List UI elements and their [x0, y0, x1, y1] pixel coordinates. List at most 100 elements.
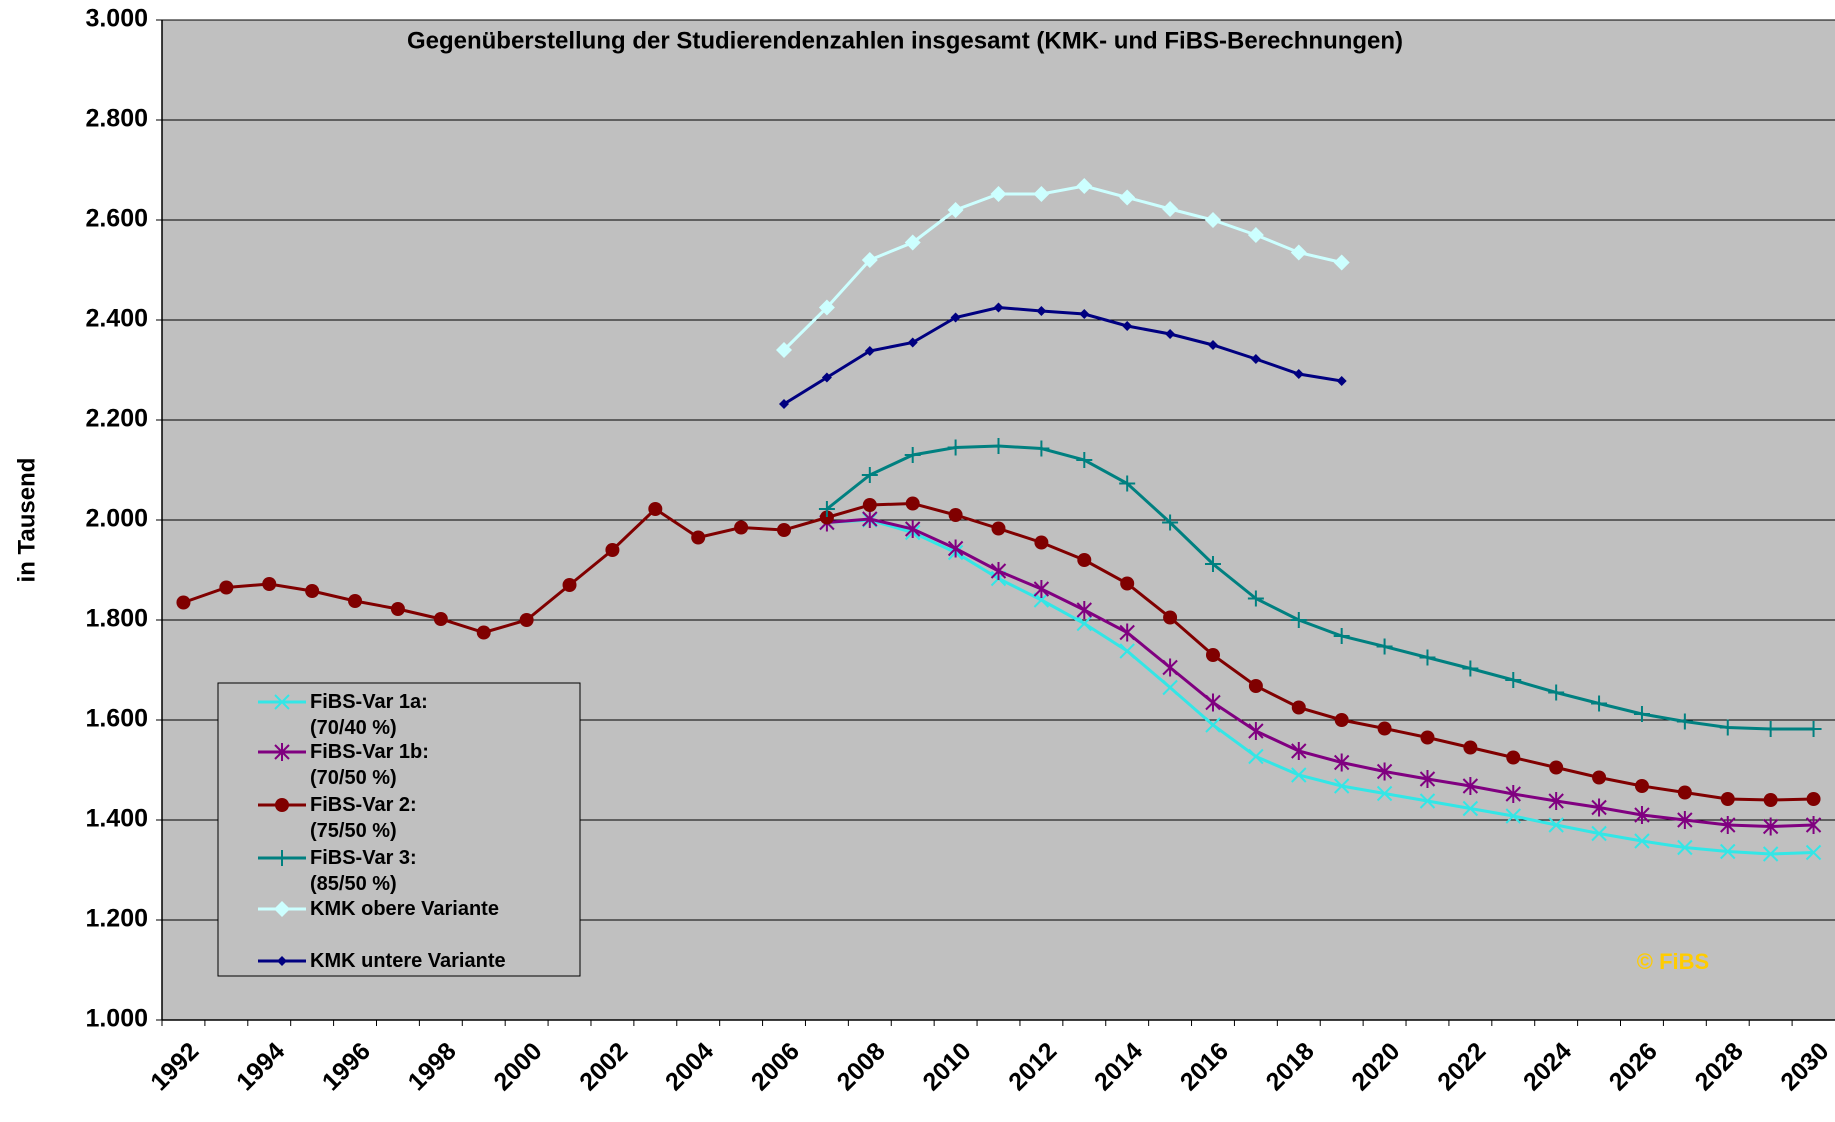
x-tick-label: 2000	[488, 1037, 547, 1096]
marker	[1076, 601, 1092, 619]
marker	[1336, 376, 1347, 386]
marker	[779, 399, 790, 409]
marker	[1033, 440, 1050, 457]
marker	[1165, 329, 1176, 339]
marker	[734, 520, 749, 535]
series-line	[782, 184, 1343, 352]
marker	[1163, 610, 1178, 625]
marker	[1333, 628, 1350, 644]
marker	[274, 743, 290, 761]
marker	[305, 584, 320, 598]
marker	[904, 234, 921, 251]
marker	[1505, 672, 1522, 688]
marker	[274, 850, 290, 866]
marker	[907, 337, 918, 348]
x-tick-label: 2028	[1690, 1037, 1749, 1096]
marker	[990, 438, 1007, 454]
marker	[691, 530, 706, 545]
x-tick-label: 2008	[832, 1037, 891, 1096]
x-tick-label: 2012	[1003, 1037, 1062, 1096]
x-tick-label: 1996	[317, 1037, 376, 1096]
marker	[1677, 811, 1693, 829]
y-tick-label: 2.200	[85, 405, 148, 433]
marker	[1076, 178, 1093, 194]
marker	[1333, 778, 1350, 794]
marker	[1290, 612, 1307, 628]
marker	[818, 299, 835, 316]
marker	[1762, 817, 1779, 836]
x-tick-label: 2002	[574, 1037, 633, 1096]
marker	[861, 252, 878, 268]
marker	[219, 580, 234, 595]
marker	[1291, 767, 1307, 783]
marker	[562, 578, 577, 592]
marker	[1634, 779, 1649, 793]
legend-label: FiBS-Var 2: (75/50 %)	[310, 794, 417, 842]
watermark: © FiBS	[1637, 949, 1709, 974]
marker	[1720, 792, 1735, 806]
legend-label: FiBS-Var 3: (85/50 %)	[310, 847, 417, 895]
marker	[1719, 719, 1736, 736]
y-tick-label: 3.000	[85, 5, 148, 33]
marker	[1119, 643, 1135, 659]
marker	[1205, 648, 1220, 662]
x-tick-label: 2024	[1518, 1037, 1577, 1096]
marker	[1204, 212, 1221, 228]
marker	[1119, 189, 1136, 206]
marker	[1376, 638, 1393, 655]
marker	[1377, 721, 1392, 736]
marker	[1762, 846, 1779, 862]
x-tick-label: 2010	[917, 1037, 976, 1096]
legend-box	[217, 682, 581, 977]
marker	[1419, 770, 1436, 788]
chart-title: Gegenüberstellung der Studierendenzahlen…	[407, 27, 1403, 54]
series-line	[826, 517, 1814, 829]
marker	[950, 312, 961, 323]
legend-label: KMK untere Variante	[310, 950, 506, 972]
marker	[1247, 227, 1264, 243]
marker	[1762, 721, 1779, 737]
y-tick-label: 2.400	[85, 305, 148, 333]
marker	[1720, 843, 1736, 860]
marker	[1205, 693, 1221, 712]
y-tick-label: 2.000	[85, 505, 148, 533]
marker	[1548, 684, 1565, 701]
marker	[1463, 740, 1478, 755]
marker	[1677, 839, 1693, 856]
marker	[1506, 750, 1521, 765]
marker	[1549, 760, 1564, 775]
marker	[1505, 808, 1521, 824]
marker	[1034, 535, 1049, 550]
y-tick-label: 1.400	[85, 805, 148, 833]
y-tick-label: 2.800	[85, 105, 148, 133]
marker	[1033, 592, 1050, 608]
marker	[1248, 722, 1264, 740]
marker	[1079, 309, 1090, 319]
marker	[1204, 556, 1221, 572]
marker	[1077, 553, 1092, 567]
y-tick-label: 2.600	[85, 205, 148, 233]
legend-label: KMK obere Variante	[310, 898, 499, 920]
marker	[1333, 254, 1350, 271]
marker	[948, 508, 963, 522]
x-tick-label: 1994	[231, 1037, 290, 1096]
marker	[1805, 816, 1822, 834]
marker	[1207, 340, 1218, 350]
marker	[1333, 753, 1350, 772]
x-tick-label: 2030	[1775, 1037, 1834, 1096]
marker	[1677, 785, 1692, 800]
marker	[905, 496, 920, 511]
marker	[476, 625, 491, 640]
marker	[1591, 825, 1607, 842]
marker	[1293, 369, 1304, 379]
marker	[862, 510, 878, 528]
marker	[1162, 679, 1178, 696]
marker	[274, 694, 290, 710]
x-tick-label: 2020	[1346, 1037, 1405, 1096]
marker	[1419, 649, 1436, 666]
marker	[1763, 793, 1778, 807]
marker	[1076, 452, 1093, 468]
marker	[1634, 833, 1650, 849]
x-tick-label: 1992	[145, 1037, 204, 1096]
